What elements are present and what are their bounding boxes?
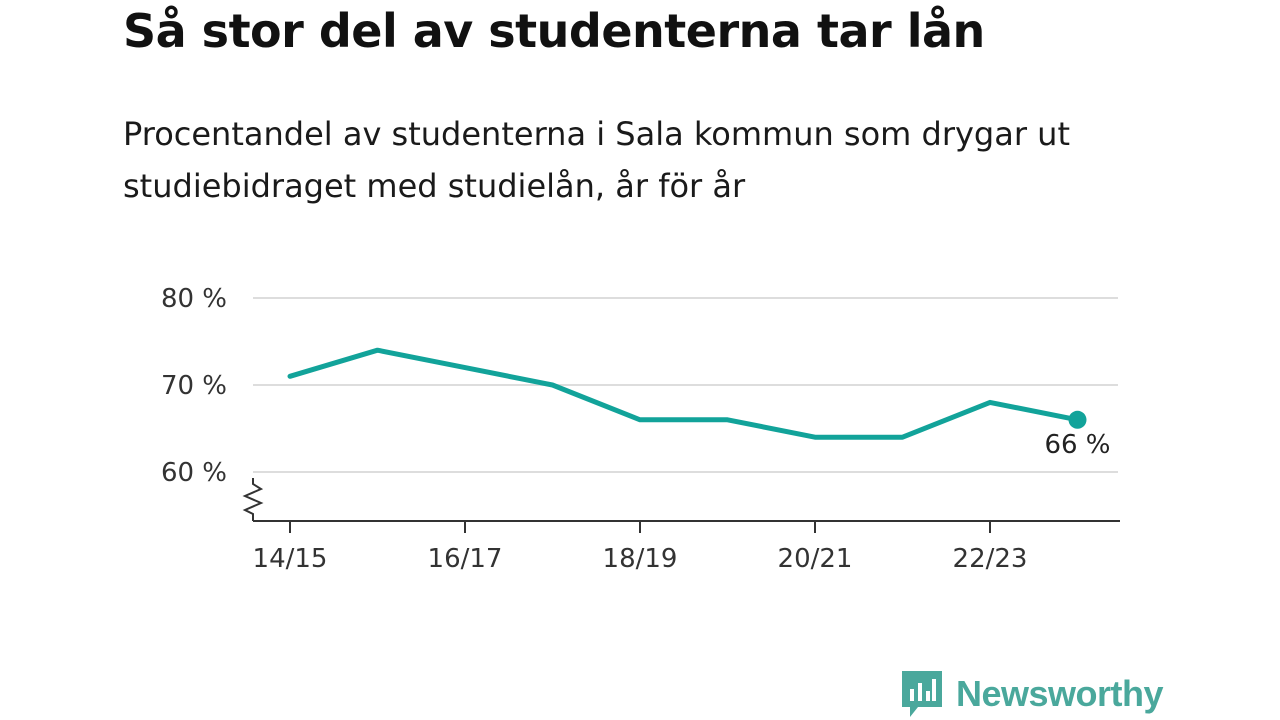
y-tick-label: 60 % — [161, 458, 227, 488]
x-tick-label: 14/15 — [253, 544, 328, 574]
x-tick-label: 18/19 — [603, 544, 678, 574]
axis-break-icon — [242, 478, 264, 521]
newsworthy-logo-icon — [902, 671, 942, 717]
chart-title: Så stor del av studenterna tar lån — [123, 4, 985, 58]
end-value-label: 66 % — [1044, 430, 1110, 460]
x-tick-label: 20/21 — [778, 544, 853, 574]
brand-name: Newsworthy — [956, 673, 1164, 714]
y-tick-label: 80 % — [161, 284, 227, 314]
chart-subtitle: Procentandel av studenterna i Sala kommu… — [123, 115, 1070, 205]
end-point — [1068, 410, 1087, 429]
x-tick-label: 16/17 — [428, 544, 503, 574]
x-tick-label: 22/23 — [953, 544, 1028, 574]
series-line — [287, 347, 1080, 440]
y-tick-label: 70 % — [161, 371, 227, 401]
brand-logo: Newsworthy — [902, 671, 1164, 717]
